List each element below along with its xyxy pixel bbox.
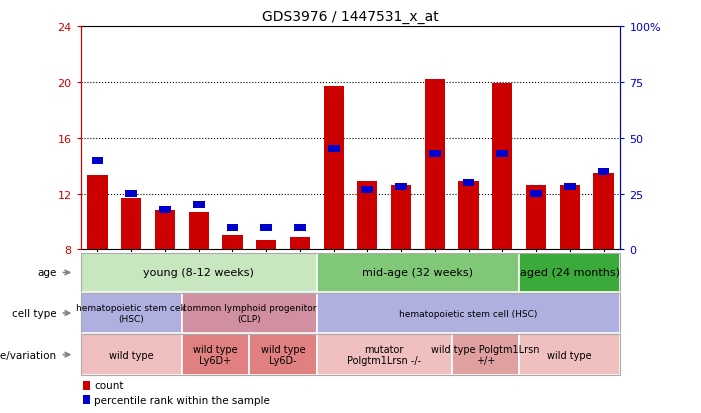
Title: GDS3976 / 1447531_x_at: GDS3976 / 1447531_x_at	[262, 10, 439, 24]
Bar	[429, 150, 441, 157]
Bar	[81, 253, 317, 292]
Text: wild type Polgtm1Lrsn
+/+: wild type Polgtm1Lrsn +/+	[431, 344, 540, 366]
Bar	[182, 334, 250, 375]
Bar	[463, 180, 475, 186]
Bar	[155, 211, 175, 250]
Text: hematopoietic stem cell
(HSC): hematopoietic stem cell (HSC)	[76, 304, 186, 323]
Bar	[458, 182, 479, 250]
Bar	[222, 236, 243, 250]
Bar	[260, 224, 272, 231]
Text: percentile rank within the sample: percentile rank within the sample	[94, 395, 270, 405]
Text: aged (24 months): aged (24 months)	[519, 268, 620, 278]
Bar	[496, 150, 508, 157]
Bar	[83, 395, 90, 404]
Bar	[159, 206, 171, 213]
Text: wild type
Ly6D-: wild type Ly6D-	[261, 344, 306, 366]
Text: young (8-12 weeks): young (8-12 weeks)	[143, 268, 254, 278]
Text: cell type: cell type	[12, 308, 56, 318]
Text: mutator
Polgtm1Lrsn -/-: mutator Polgtm1Lrsn -/-	[347, 344, 421, 366]
Bar	[81, 294, 182, 333]
Bar	[294, 224, 306, 231]
Bar	[92, 157, 103, 164]
Bar	[189, 212, 209, 250]
Bar	[88, 176, 108, 250]
Bar	[425, 80, 445, 250]
Bar	[256, 240, 276, 250]
Text: wild type: wild type	[109, 350, 154, 360]
Text: count: count	[94, 380, 123, 390]
Text: mid-age (32 weeks): mid-age (32 weeks)	[362, 268, 473, 278]
Bar	[451, 334, 519, 375]
Bar	[598, 169, 609, 175]
Bar	[526, 186, 546, 250]
Bar	[317, 294, 620, 333]
Bar	[492, 84, 512, 250]
Bar	[519, 334, 620, 375]
Bar	[317, 253, 519, 292]
Bar	[358, 182, 378, 250]
Bar	[121, 198, 142, 250]
Bar	[559, 186, 580, 250]
Bar	[125, 191, 137, 197]
Bar	[395, 184, 407, 191]
Bar	[519, 253, 620, 292]
Bar	[391, 186, 411, 250]
Bar	[593, 173, 613, 250]
Bar	[362, 186, 373, 193]
Bar	[324, 87, 343, 250]
Bar	[564, 184, 576, 191]
Bar	[81, 334, 182, 375]
Bar	[226, 224, 238, 231]
Bar	[290, 237, 310, 250]
Text: hematopoietic stem cell (HSC): hematopoietic stem cell (HSC)	[400, 309, 538, 318]
Text: genotype/variation: genotype/variation	[0, 350, 56, 360]
Bar	[83, 381, 90, 389]
Bar	[193, 202, 205, 209]
Bar	[182, 294, 317, 333]
Bar	[530, 191, 542, 197]
Text: wild type
Ly6D+: wild type Ly6D+	[193, 344, 238, 366]
Text: age: age	[37, 268, 56, 278]
Bar	[250, 334, 317, 375]
Bar	[328, 146, 339, 153]
Bar	[317, 334, 451, 375]
Text: wild type: wild type	[547, 350, 592, 360]
Text: common lymphoid progenitor
(CLP): common lymphoid progenitor (CLP)	[182, 304, 317, 323]
